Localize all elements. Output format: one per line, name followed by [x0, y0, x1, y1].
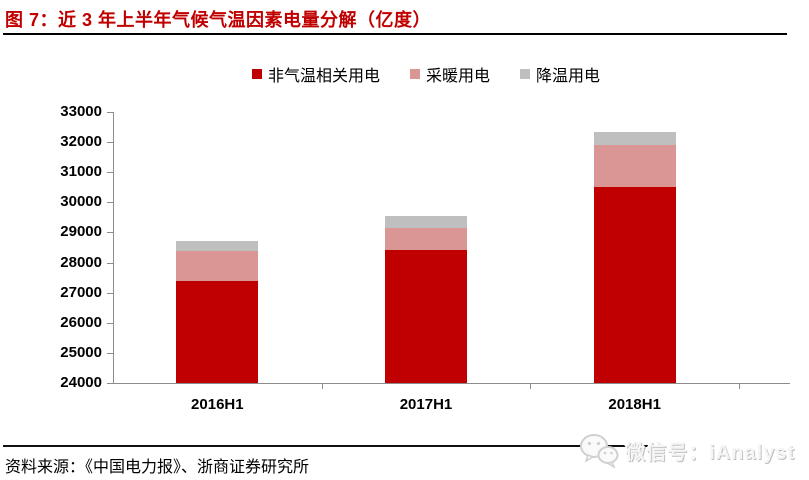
legend-item: 降温用电 [520, 62, 600, 86]
bar-segment-非气温相关用电 [593, 187, 676, 383]
y-axis-label: 27000 [60, 283, 102, 301]
y-axis-tick [107, 352, 113, 354]
bar-segment-采暖用电 [176, 250, 259, 282]
watermark: 微信号：iAnalyst [578, 431, 795, 469]
y-axis-tick [107, 172, 113, 174]
x-axis-label: 2016H1 [191, 396, 244, 413]
bar-segment-降温用电 [593, 132, 676, 146]
y-axis-tick [107, 112, 113, 113]
y-axis-label: 33000 [60, 103, 102, 120]
x-axis-tick [530, 384, 532, 389]
legend-item: 非气温相关用电 [251, 62, 380, 86]
y-axis-tick [107, 383, 113, 384]
figure-title: 图 7：近 3 年上半年气候气温因素电量分解（亿度） [5, 10, 432, 30]
chart-legend: 非气温相关用电 采暖用电 降温用电 [113, 62, 739, 86]
y-axis-tick [107, 262, 113, 264]
y-axis-tick [107, 232, 113, 234]
y-axis-label: 24000 [60, 374, 102, 391]
x-axis-line [113, 383, 790, 384]
x-axis-tick [739, 384, 740, 389]
y-axis-label: 31000 [60, 163, 102, 181]
legend-item: 采暖用电 [409, 62, 490, 86]
watermark-text: 微信号：iAnalyst [625, 441, 795, 464]
y-axis-tick [107, 202, 113, 204]
bar-segment-非气温相关用电 [176, 281, 259, 383]
y-axis-tick [107, 142, 113, 144]
source-note: 资料来源：《中国电力报》、浙商证券研究所 [5, 459, 310, 476]
footer-rule [3, 445, 648, 447]
legend-label: 非气温相关用电 [267, 68, 380, 85]
y-axis-label: 25000 [60, 343, 102, 361]
legend-swatch-icon [409, 69, 420, 79]
y-axis-label: 28000 [60, 253, 102, 271]
bar-segment-采暖用电 [385, 227, 467, 250]
bar-segment-降温用电 [385, 215, 467, 228]
legend-label: 降温用电 [536, 68, 601, 85]
wechat-icon [580, 434, 619, 469]
legend-label: 采暖用电 [425, 68, 490, 85]
legend-swatch-icon [251, 69, 262, 79]
bar-segment-非气温相关用电 [385, 249, 467, 383]
x-axis-tick [321, 384, 323, 389]
y-axis-tick [107, 322, 113, 324]
bar-segment-采暖用电 [593, 145, 676, 188]
bar-segment-降温用电 [176, 240, 259, 251]
y-axis-tick [107, 292, 113, 294]
y-axis-label: 26000 [60, 313, 102, 331]
y-axis-label: 32000 [60, 133, 102, 151]
legend-swatch-icon [520, 69, 530, 79]
title-rule [3, 33, 787, 35]
x-axis-label: 2017H1 [399, 396, 453, 413]
y-axis-label: 29000 [60, 223, 102, 241]
y-axis-label: 30000 [60, 193, 102, 211]
x-axis-label: 2018H1 [608, 396, 661, 413]
y-axis-line [113, 112, 114, 383]
